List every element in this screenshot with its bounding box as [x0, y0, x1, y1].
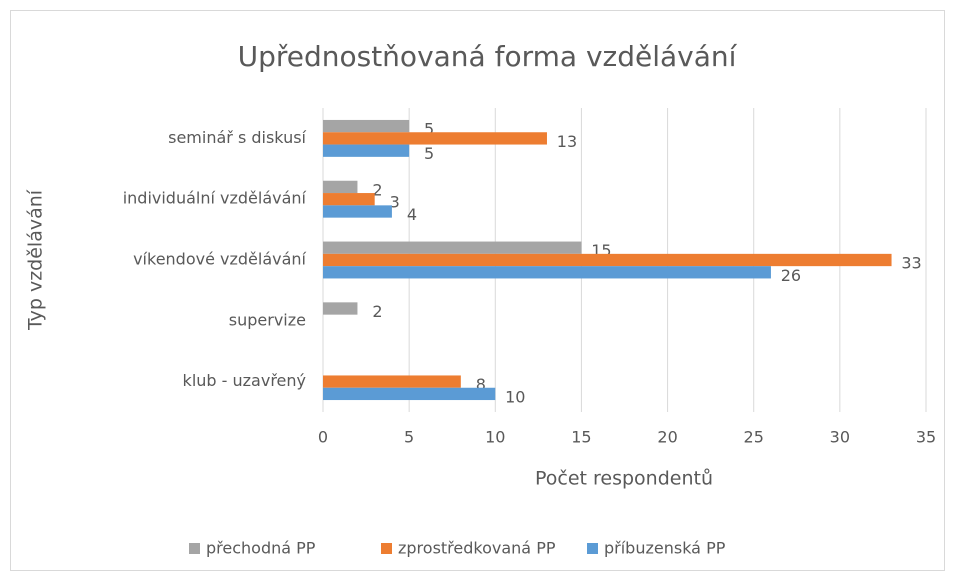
bar	[323, 253, 892, 267]
bar	[323, 205, 392, 218]
legend-swatch	[189, 543, 200, 554]
legend-swatch	[587, 543, 598, 554]
bar	[323, 387, 496, 401]
bar	[323, 132, 547, 145]
data-label: 5	[424, 120, 434, 139]
legend-label: zprostředkovaná PP	[398, 539, 556, 558]
data-label: 33	[901, 254, 921, 273]
data-label: 26	[781, 266, 801, 285]
data-label: 5	[424, 144, 434, 163]
y-tick-label: individuální vzdělávání	[123, 189, 307, 208]
bar	[323, 302, 358, 315]
chart-border	[10, 10, 945, 571]
bar	[323, 266, 771, 279]
x-tick-label: 20	[657, 428, 677, 447]
y-tick-label: seminář s diskusí	[168, 128, 306, 147]
data-label: 2	[372, 302, 382, 321]
x-tick-label: 30	[830, 428, 850, 447]
bar	[323, 180, 358, 194]
bar	[323, 375, 461, 388]
data-label: 10	[505, 387, 525, 406]
y-tick-label: klub - uzavřený	[183, 371, 306, 390]
x-tick-label: 0	[318, 428, 328, 447]
data-label: 2	[372, 180, 382, 199]
data-label: 8	[476, 375, 486, 394]
bar	[323, 241, 582, 254]
legend-swatch	[381, 543, 392, 554]
y-axis-label: Typ vzdělávání	[25, 189, 47, 331]
x-tick-label: 35	[916, 428, 936, 447]
chart-title: Upřednostňovaná forma vzdělávání	[238, 40, 738, 73]
bar	[323, 144, 410, 157]
y-tick-label: supervize	[229, 310, 306, 329]
bar	[323, 193, 375, 206]
x-tick-label: 25	[744, 428, 764, 447]
legend-label: přechodná PP	[206, 539, 316, 558]
x-tick-label: 10	[485, 428, 505, 447]
data-label: 3	[390, 193, 400, 212]
data-label: 13	[557, 132, 577, 151]
legend-label: příbuzenská PP	[604, 539, 726, 558]
x-axis-label: Počet respondentů	[535, 468, 713, 490]
y-tick-label: víkendové vzdělávání	[133, 250, 306, 269]
data-label: 4	[407, 205, 417, 224]
x-tick-label: 5	[404, 428, 414, 447]
bar	[323, 119, 410, 133]
x-tick-label: 15	[571, 428, 591, 447]
